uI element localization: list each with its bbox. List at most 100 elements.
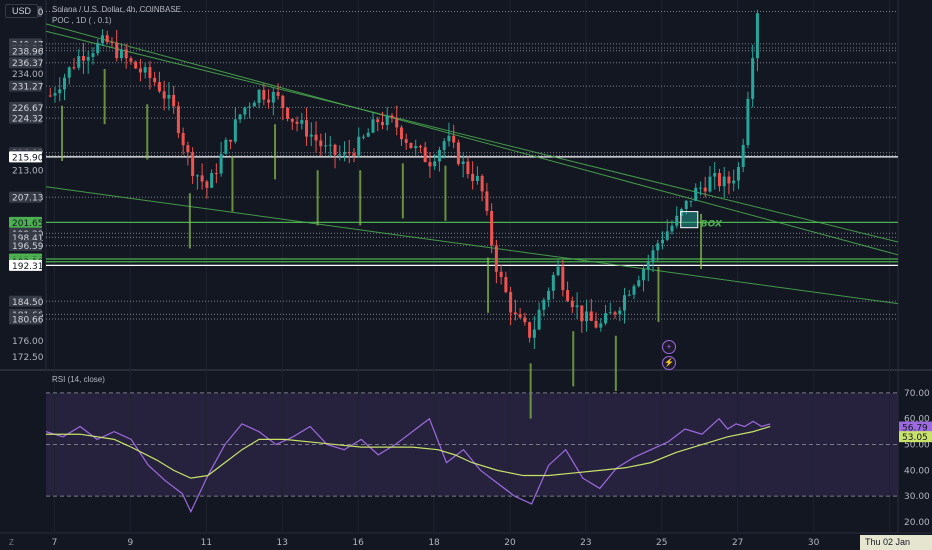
candle-body <box>499 271 503 278</box>
candle-body <box>162 91 166 99</box>
price-label-bg-215.90 <box>9 151 42 163</box>
date-tooltip: Thu 02 Jan <box>860 535 932 550</box>
candle-body <box>414 146 418 149</box>
rsi-last-bg <box>899 421 932 433</box>
candle-body <box>58 89 62 94</box>
candle-body <box>475 175 479 181</box>
candle-body <box>694 187 698 201</box>
candle-body <box>129 58 133 62</box>
candle-body <box>518 314 522 318</box>
candle-body <box>124 49 128 59</box>
candle-body <box>703 187 707 192</box>
currency-selector[interactable]: USD <box>5 4 39 18</box>
candle-body <box>437 149 441 162</box>
candle-body <box>72 67 76 69</box>
candle-body <box>632 286 636 295</box>
candle-body <box>62 77 66 90</box>
price-label-bg-236.37 <box>9 57 42 69</box>
price-label-bg-201.65 <box>9 216 42 228</box>
candle-body <box>684 200 688 210</box>
candle-body <box>290 118 294 122</box>
candle-body <box>153 77 157 83</box>
price-label-bg-198.41 <box>9 231 42 243</box>
candle-body <box>252 102 256 107</box>
candle-body <box>371 119 375 133</box>
candle-body <box>119 49 123 59</box>
candle-body <box>585 311 589 322</box>
candle-body <box>627 294 631 296</box>
candle-body <box>532 329 536 338</box>
rsi-line <box>45 417 771 514</box>
candle-body <box>480 175 484 192</box>
candle-body <box>494 245 498 272</box>
candle-body <box>309 134 313 137</box>
candle-body <box>490 210 494 246</box>
candle-body <box>267 99 271 103</box>
candle-body <box>428 162 432 167</box>
candle-body <box>352 153 356 156</box>
candle-body <box>181 132 185 146</box>
candle-body <box>390 115 394 118</box>
candle-body <box>48 95 52 97</box>
candle-body <box>599 323 603 328</box>
add-alert-icon[interactable]: + <box>662 340 676 354</box>
candle-body <box>642 269 646 281</box>
candle-body <box>722 176 726 187</box>
timezone-label[interactable]: Z <box>9 538 14 547</box>
candle-body <box>53 93 57 96</box>
price-label-236.37: 236.37 <box>12 59 44 69</box>
candle-body <box>675 215 679 226</box>
candle-body <box>319 140 323 147</box>
price-label-bg-192.31 <box>9 259 42 271</box>
candle-body <box>67 67 71 78</box>
candle-body <box>224 139 228 154</box>
x-tick-label-27: 27 <box>732 538 743 548</box>
candle-body <box>656 243 660 251</box>
candle-body <box>200 175 204 182</box>
candle-body <box>741 144 745 167</box>
candle-body <box>580 305 584 322</box>
candle-body <box>708 176 712 192</box>
candle-body <box>561 266 565 291</box>
candle-body <box>243 107 247 115</box>
candle-body <box>537 309 541 330</box>
candle-body <box>276 92 280 96</box>
rsi-tick-20: 20.00 <box>904 518 930 528</box>
candle-body <box>238 114 242 120</box>
candle-body <box>143 67 147 73</box>
candle-body <box>338 154 342 156</box>
candle-body <box>575 305 579 308</box>
candle-body <box>570 300 574 308</box>
candle-body <box>186 145 190 153</box>
x-tick-label-16: 16 <box>352 538 364 548</box>
lightning-icon[interactable]: ⚡ <box>662 356 676 370</box>
channel-line-0 <box>45 23 899 256</box>
candle-body <box>566 290 570 301</box>
candle-body <box>357 136 361 156</box>
channel-line-1 <box>45 30 899 243</box>
candle-body <box>324 145 328 147</box>
candle-body <box>513 312 517 315</box>
box-zone-label: BOX <box>701 220 723 230</box>
candle-body <box>727 176 731 184</box>
candle-body <box>646 261 650 270</box>
candle-body <box>399 127 403 140</box>
candle-body <box>96 42 100 54</box>
indicator-legend[interactable]: POC , 1D ( , 0.1) <box>52 16 112 25</box>
candle-body <box>755 13 759 59</box>
candle-body <box>556 266 560 276</box>
price-label-231.27: 231.27 <box>12 83 44 93</box>
candle-body <box>618 310 622 315</box>
x-tick-label-9: 9 <box>128 538 134 548</box>
candle-body <box>100 35 104 43</box>
candle-body <box>347 152 351 154</box>
rsi-last-value: 56.79 <box>902 424 928 434</box>
rsi-tick-40: 40.00 <box>904 466 930 476</box>
candle-body <box>271 92 275 103</box>
candle-body <box>751 58 755 99</box>
candle-body <box>210 173 214 188</box>
rsi-legend[interactable]: RSI (14, close) <box>52 375 105 384</box>
candle-body <box>698 187 702 189</box>
